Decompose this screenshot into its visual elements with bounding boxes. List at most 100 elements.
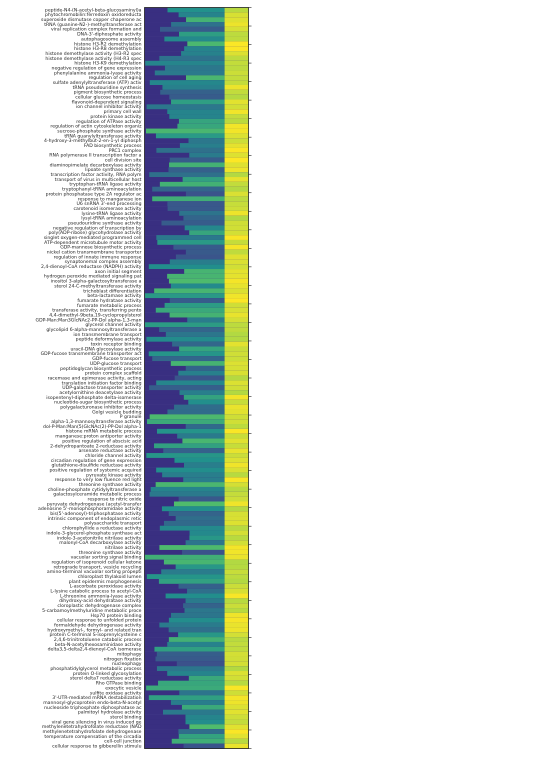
heatmap-cell [156, 666, 225, 672]
heatmap-cell [165, 593, 225, 599]
heatmap-cell [224, 104, 249, 110]
row-label: inositol 3-alpha-galactosyltransferase a [51, 279, 142, 285]
heatmap-cell [178, 729, 225, 735]
heatmap-cell [224, 346, 249, 352]
heatmap-cell [224, 118, 249, 125]
row-label: indole-3-glycerol-phosphate synthase act [46, 530, 141, 536]
row-label: RNA polymerase II transcription factor a [49, 153, 141, 159]
heatmap-cell [224, 235, 249, 241]
row-label: translation initiation factor binding [62, 380, 142, 386]
heatmap-cell [149, 172, 225, 178]
heatmap-cell [146, 574, 225, 580]
heatmap-cell [224, 617, 249, 623]
row-label: carotenoid isomerase activity [73, 206, 141, 212]
heatmap-cell [161, 569, 225, 575]
heatmap-cell [145, 293, 225, 299]
heatmap-cell [159, 622, 225, 628]
heatmap-cell [224, 399, 249, 405]
row-label: autophagosome assembly [81, 36, 142, 42]
row-label: fumarate hydratase activity [77, 298, 141, 304]
heatmap-cell [167, 7, 225, 13]
color-scale-ticks [248, 7, 252, 749]
row-label: peptide-N4-(N-acetyl-beta-glucosaminyl)a [45, 7, 142, 13]
row-label: toxin receptor binding [91, 342, 142, 348]
heatmap-cell [224, 206, 249, 212]
row-label: flavonoid-dependent signaling [72, 99, 142, 105]
heatmap-cell [169, 157, 225, 163]
heatmap-cell [224, 84, 249, 91]
row-label: sucrose-phosphate synthase activity [57, 128, 142, 134]
heatmap-cell [224, 162, 249, 168]
heatmap-cell [224, 375, 249, 381]
heatmap-cell [224, 540, 249, 546]
heatmap-cell [149, 385, 225, 391]
heatmap-cell [224, 598, 249, 604]
heatmap-cell [177, 123, 225, 129]
heatmap-cell [170, 700, 225, 706]
heatmap-cell [181, 51, 225, 57]
heatmap-cell [224, 70, 249, 76]
heatmap-cell [224, 186, 249, 192]
heatmap-cell [182, 177, 225, 183]
heatmap-cell [224, 341, 249, 347]
heatmap-cell [182, 549, 225, 556]
row-label: lysyl-tRNA aminoacylation [81, 216, 141, 222]
heatmap-cell [167, 641, 225, 648]
heatmap-cell [155, 307, 225, 313]
heatmap-cell [224, 46, 249, 52]
row-label: threonine synthase activity [79, 550, 142, 556]
heatmap-cell [146, 453, 225, 459]
heatmap-cell [169, 298, 225, 304]
row-label: choline-phosphate cytidylyltransferase a [48, 487, 142, 493]
heatmap-cell [185, 191, 225, 197]
heatmap-cell [146, 336, 225, 342]
heatmap-cell [179, 210, 225, 217]
heatmap-cell [224, 690, 249, 696]
heatmap-cell [152, 186, 225, 192]
heatmap-cell [185, 365, 225, 372]
row-label: superoxide dismutase copper chaperone ac [41, 17, 142, 23]
row-label: nitrogen fixation [104, 656, 142, 662]
heatmap-cell [224, 627, 249, 633]
heatmap-cell [224, 433, 249, 439]
heatmap-cell [224, 491, 249, 497]
heatmap-cell [154, 288, 225, 294]
heatmap-cell [146, 685, 225, 691]
row-label: ion transmembrane transport [73, 332, 141, 338]
heatmap-cell [224, 738, 249, 744]
heatmap-cell [224, 302, 249, 309]
heatmap-cell [177, 433, 225, 439]
heatmap-cell [224, 283, 249, 289]
heatmap-cell [224, 593, 249, 599]
heatmap-cell [224, 22, 249, 28]
heatmap-cell [170, 283, 225, 289]
row-label: UDP-galactose transporter activity [62, 385, 141, 391]
row-label: glutathione-disulfide reductase activity [52, 463, 142, 469]
heatmap-cell [175, 254, 225, 260]
row-label: FAD biosynthetic process [84, 143, 142, 149]
heatmap-cell [175, 516, 225, 522]
heatmap-cell [152, 356, 225, 362]
row-label: L-lysine catabolic process to acetyl-CoA [50, 589, 142, 595]
row-label: cell division site [105, 158, 142, 164]
heatmap-cell [224, 152, 249, 158]
row-label: GDP-fucose transmembrane transporter act [41, 351, 142, 357]
heatmap-cell [185, 424, 225, 430]
heatmap-cell [156, 651, 225, 657]
row-label: response to manganese ion [78, 196, 142, 202]
heatmap-cell [224, 138, 249, 144]
row-label: malonyl-CoA decarboxylase activity [59, 540, 142, 546]
heatmap-cell [224, 549, 249, 556]
heatmap-cell [181, 704, 225, 711]
heatmap-cell [224, 249, 249, 255]
heatmap-cell [224, 322, 249, 328]
heatmap-cell [158, 680, 225, 686]
heatmap-cell [169, 312, 225, 318]
heatmap-cell [224, 724, 249, 730]
heatmap-cell [224, 438, 249, 444]
row-label: viral replication complex formation and [51, 27, 142, 33]
heatmap-cell [224, 704, 249, 711]
heatmap-cell [189, 535, 225, 541]
heatmap-cell [158, 578, 225, 585]
